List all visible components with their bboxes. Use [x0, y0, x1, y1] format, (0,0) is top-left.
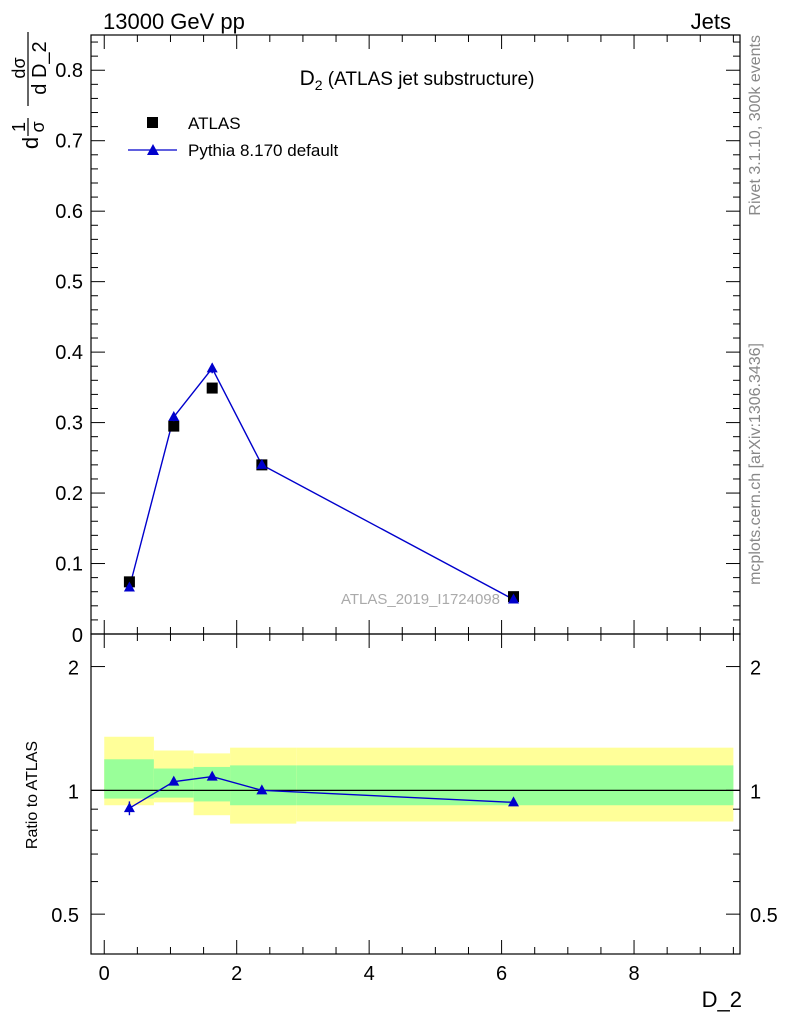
main-plot-panel: 0.1 0.2 0.3 0.4 0.5 0.6 0.7 0.8 0 D2 (ATLAS jet … [9, 32, 741, 647]
x-axis-label: D_2 [702, 987, 742, 1012]
legend: ATLAS Pythia 8.170 default [128, 114, 339, 160]
ratio-pythia-point [508, 796, 520, 807]
ratio-plot-panel: 0.5 0.5 1 1 2 2 0 2 4 6 8 Ratio to ATLAS D_2 [24, 633, 778, 1012]
pythia-point [508, 593, 520, 604]
ratio-y-tick-label-right: 0.5 [750, 905, 778, 927]
x-tick-label: 2 [231, 963, 242, 985]
ylabel-num2: dσ [9, 57, 29, 78]
main-y-axis-label: d 1 σ dσ d D_2 [9, 32, 51, 149]
ylabel-den2: d D_2 [29, 41, 51, 94]
atlas-data-point [206, 382, 218, 394]
x-tick-label: 8 [628, 963, 639, 985]
ratio-uncertainty-bands [104, 736, 734, 824]
pythia-point [206, 362, 218, 373]
ratio-y-tick-label-right: 2 [750, 658, 761, 680]
pythia-point [123, 581, 135, 592]
main-y-tick-label: 0.5 [55, 272, 83, 294]
main-y-zero-label: 0 [72, 625, 83, 647]
ratio-pythia-point [123, 802, 135, 813]
plot-title: D2 (ATLAS jet substructure) [300, 67, 535, 93]
main-y-tick-label: 0.3 [55, 413, 83, 435]
ratio-y-axis-label: Ratio to ATLAS [24, 741, 41, 849]
pythia-line [128, 367, 514, 601]
ratio-y-tick-label-left: 2 [68, 658, 79, 680]
legend-pythia-label: Pythia 8.170 default [188, 141, 339, 160]
ratio-data-marks [123, 770, 520, 816]
pythia-point [168, 410, 180, 421]
ylabel-den1: σ [28, 121, 48, 132]
legend-atlas-marker [147, 117, 158, 128]
main-y-tick-label: 0.7 [55, 131, 83, 153]
legend-atlas-label: ATLAS [188, 114, 241, 133]
x-tick-label: 6 [496, 963, 507, 985]
main-data-marks [123, 362, 520, 604]
main-y-tick-label: 0.2 [55, 483, 83, 505]
mcplots-reference-label: mcplots.cern.ch [arXiv:1306.3436] [747, 343, 764, 585]
main-y-tick-label: 0.4 [55, 342, 83, 364]
ylabel-d-prefix: d [18, 137, 43, 149]
ratio-pythia-point [206, 770, 218, 781]
x-tick-label: 4 [364, 963, 375, 985]
ratio-pythia-point [256, 784, 268, 795]
ratio-pythia-point [168, 775, 180, 786]
plot-title-rest: (ATLAS jet substructure) [323, 69, 535, 90]
ratio-y-tick-label-right: 1 [750, 781, 761, 803]
pythia-point [256, 458, 268, 469]
header-energy-label: 13000 GeV pp [103, 9, 245, 34]
atlas-data-point [168, 420, 180, 432]
ratio-y-tick-label-left: 1 [68, 781, 79, 803]
analysis-watermark: ATLAS_2019_I1724098 [341, 591, 500, 608]
main-y-tick-label: 0.6 [55, 201, 83, 223]
main-y-tick-label: 0.8 [55, 60, 83, 82]
ratio-y-tick-label-left: 0.5 [51, 905, 79, 927]
ratio-band-inner [296, 765, 734, 806]
main-axis-ticks: 0.1 0.2 0.3 0.4 0.5 0.6 0.7 0.8 0 [55, 35, 740, 647]
legend-pythia-marker [147, 144, 159, 155]
ratio-band-inner [104, 759, 154, 799]
plot-title-main: D [300, 67, 315, 90]
x-tick-label: 0 [99, 963, 110, 985]
ratio-axis-ticks: 0.5 0.5 1 1 2 2 0 2 4 6 8 [51, 634, 778, 985]
ylabel-num1: 1 [9, 122, 29, 132]
header-category-label: Jets [691, 9, 731, 34]
ratio-band-inner [230, 765, 297, 806]
ratio-plot-frame [90, 633, 741, 955]
plot-title-subscript: 2 [315, 77, 323, 93]
main-y-tick-label: 0.1 [55, 554, 83, 576]
rivet-version-label: Rivet 3.1.10, 300k events [747, 35, 764, 216]
